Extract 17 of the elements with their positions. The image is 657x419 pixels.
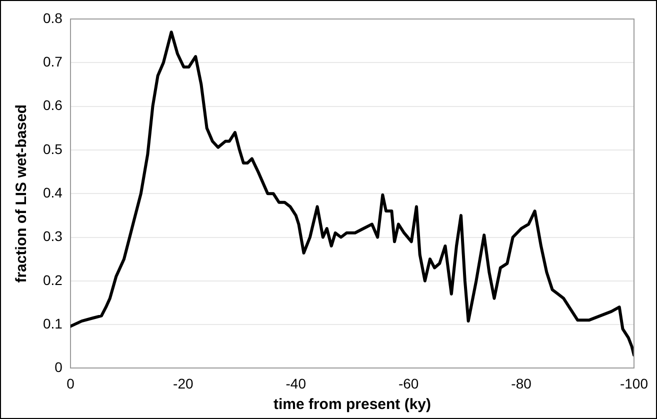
x-tick-label: -80 bbox=[511, 375, 532, 392]
x-tick-label: -100 bbox=[620, 375, 648, 392]
y-tick-label: 0.3 bbox=[42, 228, 63, 244]
x-tick-label: -60 bbox=[398, 375, 419, 392]
y-tick-label: 0.8 bbox=[42, 10, 63, 26]
y-tick-label: 0.5 bbox=[42, 140, 63, 157]
x-tick-label: -40 bbox=[286, 375, 306, 392]
y-axis-title: fraction of LIS wet-based bbox=[13, 104, 30, 283]
x-tick-label: -20 bbox=[173, 375, 194, 392]
x-tick-label: 0 bbox=[66, 375, 75, 392]
y-tick-label: 0.7 bbox=[42, 54, 63, 70]
y-tick-label: 0.4 bbox=[42, 184, 63, 200]
x-axis-title: time from present (ky) bbox=[273, 396, 432, 414]
y-tick-label: 0 bbox=[54, 359, 63, 376]
y-tick-label: 0.1 bbox=[42, 315, 63, 332]
y-tick-label: 0.2 bbox=[42, 272, 63, 288]
y-tick-label: 0.6 bbox=[42, 97, 63, 114]
